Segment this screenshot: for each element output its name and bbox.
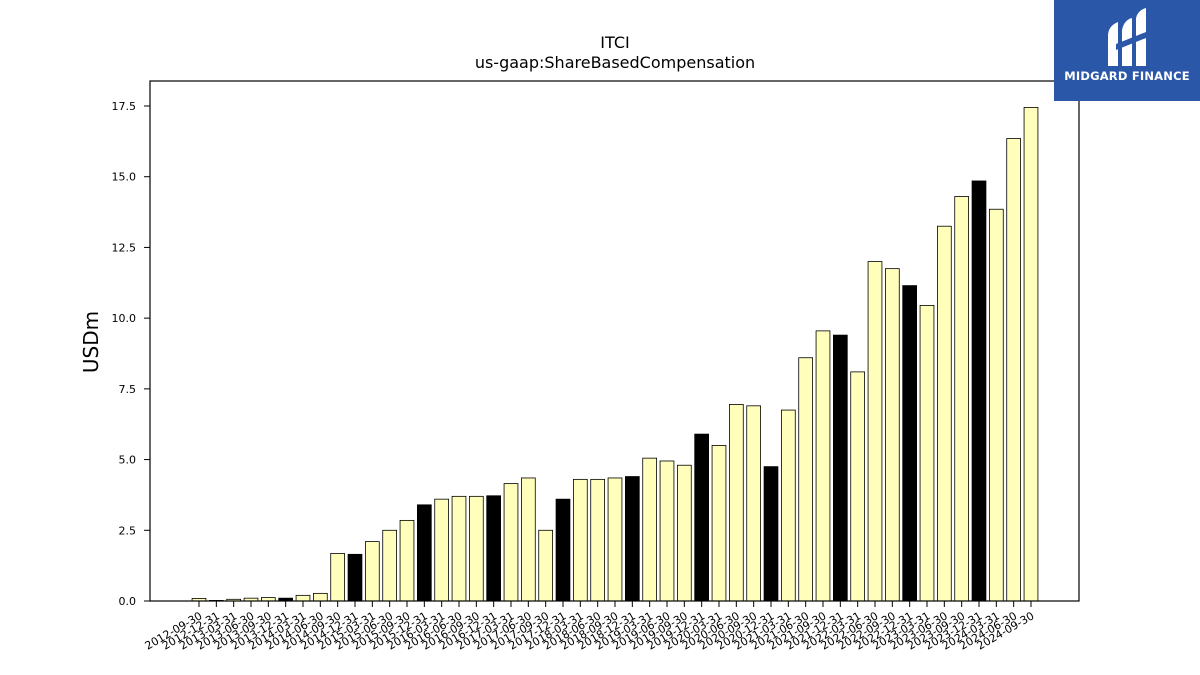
bar-2022-12-31 [902, 285, 918, 602]
y-tick-label: 15.0 [112, 171, 137, 184]
bar-2016-09-30 [468, 495, 484, 602]
bar-2023-06-30 [937, 225, 952, 602]
bar-2019-03-31 [642, 457, 658, 602]
midgard-logo-icon [1108, 8, 1146, 66]
bar-2020-03-31 [711, 445, 727, 602]
bar-2018-03-31 [573, 478, 588, 602]
y-tick-label: 7.5 [119, 383, 137, 396]
chart-title: ITCI [600, 33, 629, 52]
bar-2021-12-31 [833, 334, 848, 602]
bar-2020-12-31 [763, 466, 779, 602]
bar-2014-09-30 [330, 553, 346, 602]
bar-2017-03-31 [503, 483, 519, 602]
midgard-finance-logo: MIDGARD FINANCE [1054, 0, 1200, 101]
bar-2018-12-31 [625, 476, 640, 602]
bar-2018-09-30 [607, 477, 623, 602]
bar-2015-06-30 [382, 529, 398, 602]
bar-2019-09-30 [677, 464, 692, 602]
bar-2021-03-31 [781, 409, 796, 602]
bar-2014-06-30 [312, 592, 328, 602]
bar-2017-12-31 [555, 498, 571, 602]
y-tick-label: 17.5 [112, 100, 137, 113]
bar-2022-09-30 [885, 268, 900, 602]
bar-2016-12-31 [486, 495, 502, 602]
bar-2021-09-30 [815, 330, 831, 602]
y-axis-ticks: 0.0 2.5 5.0 7.5 10.0 12.5 15.0 17.5 [112, 100, 150, 608]
bar-2020-06-30 [729, 404, 744, 602]
bar-2015-09-30 [399, 519, 415, 602]
y-tick-label: 12.5 [112, 241, 137, 254]
chart-subtitle: us-gaap:ShareBasedCompensation [475, 53, 755, 72]
bar-2019-06-30 [659, 460, 675, 602]
y-tick-label: 0.0 [119, 595, 137, 608]
bar-2020-09-30 [746, 405, 762, 602]
plot-frame [149, 80, 1080, 602]
bar-2019-12-31 [694, 433, 710, 602]
bar-2024-06-30 [1006, 138, 1022, 602]
bar-2015-12-31 [416, 504, 432, 602]
y-tick-label: 5.0 [119, 454, 137, 467]
bar-2023-03-31 [919, 305, 935, 602]
bar-2014-12-31 [347, 553, 363, 602]
bar-2024-03-31 [989, 208, 1004, 602]
y-axis-label: USDm [79, 311, 103, 373]
y-tick-label: 2.5 [119, 524, 137, 537]
x-axis-ticks: 2012-09-302012-12-312013-03-312013-06-30… [143, 601, 1037, 653]
bar-2022-06-30 [867, 261, 883, 602]
bars-group [191, 107, 1039, 602]
bar-2016-06-30 [451, 495, 467, 602]
bar-2017-09-30 [538, 529, 554, 602]
bar-2023-12-31 [971, 180, 987, 602]
bar-2023-09-30 [954, 196, 970, 602]
logo-text: MIDGARD FINANCE [1064, 69, 1190, 83]
bar-2015-03-31 [364, 541, 380, 602]
bar-2016-03-31 [434, 498, 450, 602]
bar-2024-09-30 [1023, 107, 1039, 602]
bar-2021-06-30 [798, 357, 814, 602]
bar-2022-03-31 [850, 371, 866, 602]
bar-2017-06-30 [521, 477, 536, 602]
bar-2014-03-31 [295, 594, 311, 602]
bar-2018-06-30 [590, 478, 606, 602]
y-tick-label: 10.0 [112, 312, 137, 325]
